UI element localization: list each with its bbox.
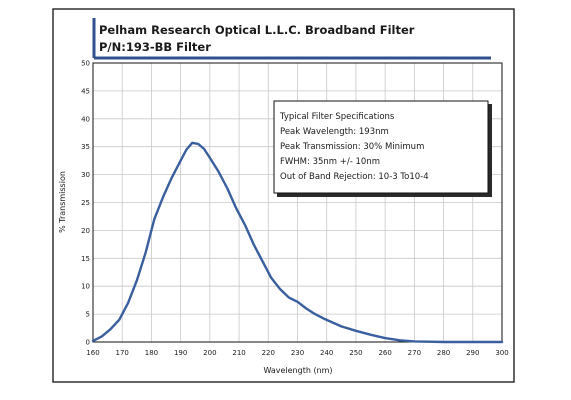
spec-fwhm: FWHM: 35nm +/- 10nm (280, 157, 380, 167)
plot-frame (92, 62, 503, 343)
x-tick-label: 210 (232, 349, 245, 357)
y-tick-label: 25 (81, 199, 90, 207)
x-tick-label: 190 (174, 349, 187, 357)
series-group (91, 141, 504, 344)
x-tick-label: 160 (86, 349, 99, 357)
x-tick-label: 250 (349, 349, 362, 357)
y-tick-label: 10 (81, 283, 90, 291)
x-tick-label: 260 (378, 349, 391, 357)
x-tick-label: 270 (408, 349, 421, 357)
transmission-curve (91, 141, 504, 344)
spec-box-frame (273, 100, 489, 194)
chart-title: Pelham Research Optical L.L.C. Broadband… (99, 23, 415, 37)
x-tick-label: 230 (291, 349, 304, 357)
y-tick-labels: 0 5 10 15 20 25 30 35 40 45 50 (81, 60, 90, 347)
x-tick-label: 280 (437, 349, 450, 357)
spec-title: Typical Filter Specifications (279, 112, 395, 122)
y-tick-label: 20 (81, 227, 90, 235)
y-axis-label: % Transmission (58, 171, 67, 233)
x-axis-label: Wavelength (nm) (263, 366, 332, 375)
spec-out-of-band: Out of Band Rejection: 10-3 To10-4 (280, 172, 429, 182)
x-tick-label: 290 (466, 349, 479, 357)
x-tick-label: 170 (116, 349, 129, 357)
plot-area-border (92, 62, 503, 343)
title-area: Pelham Research Optical L.L.C. Broadband… (92, 18, 491, 60)
y-tick-label: 40 (81, 115, 90, 123)
spec-peak-wavelength: Peak Wavelength: 193nm (280, 127, 389, 137)
y-tick-label: 15 (81, 255, 90, 263)
x-tick-label: 220 (262, 349, 275, 357)
y-tick-label: 45 (81, 87, 90, 95)
y-tick-label: 35 (81, 143, 90, 151)
x-tick-label: 180 (145, 349, 158, 357)
chart-subtitle: P/N:193-BB Filter (99, 40, 211, 54)
y-tick-label: 5 (86, 311, 90, 319)
y-tick-label: 30 (81, 171, 90, 179)
spec-peak-transmission: Peak Transmission: 30% Minimum (280, 142, 424, 152)
x-tick-label: 300 (495, 349, 508, 357)
y-tick-label: 0 (86, 339, 90, 347)
x-tick-label: 240 (320, 349, 333, 357)
y-tick-label: 50 (81, 60, 90, 68)
x-tick-label: 200 (203, 349, 216, 357)
x-tick-labels: 160 170 180 190 200 210 220 230 240 250 260 270 280 2… (86, 349, 508, 357)
spec-box: Typical Filter Specifications Peak Wavel… (273, 100, 492, 197)
